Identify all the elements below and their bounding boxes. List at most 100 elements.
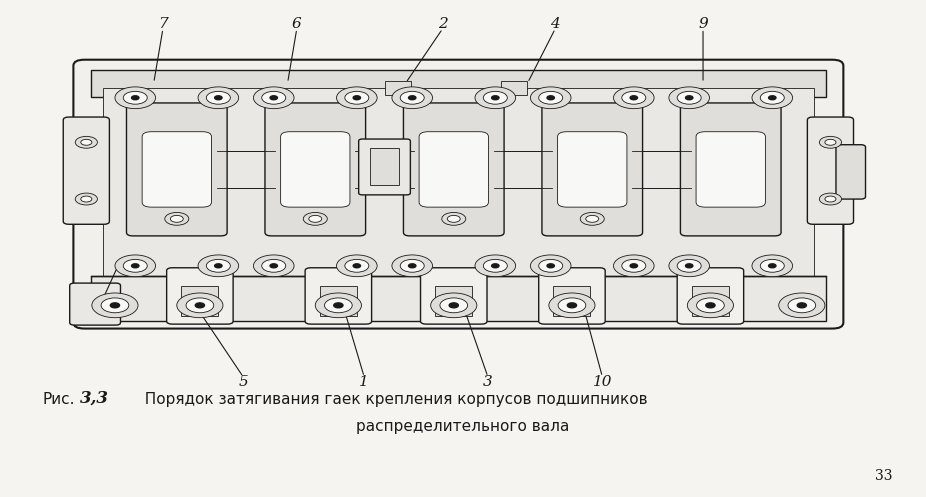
Circle shape xyxy=(123,91,147,104)
FancyBboxPatch shape xyxy=(807,117,854,224)
FancyBboxPatch shape xyxy=(677,268,744,324)
Circle shape xyxy=(333,303,343,308)
Circle shape xyxy=(195,303,205,308)
Circle shape xyxy=(75,136,97,148)
Circle shape xyxy=(549,293,595,318)
Circle shape xyxy=(630,264,637,268)
FancyBboxPatch shape xyxy=(681,103,781,236)
Circle shape xyxy=(431,293,477,318)
Bar xyxy=(692,286,729,316)
Circle shape xyxy=(353,264,360,268)
Circle shape xyxy=(315,293,361,318)
Circle shape xyxy=(825,196,836,202)
FancyBboxPatch shape xyxy=(358,139,410,195)
FancyBboxPatch shape xyxy=(419,132,488,207)
Circle shape xyxy=(779,293,825,318)
Bar xyxy=(181,286,219,316)
Bar xyxy=(494,151,552,188)
Text: 5: 5 xyxy=(238,375,248,389)
FancyBboxPatch shape xyxy=(167,268,233,324)
Circle shape xyxy=(820,136,842,148)
Circle shape xyxy=(170,215,183,222)
Circle shape xyxy=(614,87,654,109)
Text: 9: 9 xyxy=(698,16,707,31)
Circle shape xyxy=(820,193,842,205)
Circle shape xyxy=(492,96,499,100)
Text: 33: 33 xyxy=(875,469,893,483)
Circle shape xyxy=(706,303,715,308)
Circle shape xyxy=(539,259,563,272)
FancyBboxPatch shape xyxy=(142,132,211,207)
Bar xyxy=(369,149,399,185)
Circle shape xyxy=(400,259,424,272)
Bar xyxy=(554,286,591,316)
Circle shape xyxy=(92,293,138,318)
Circle shape xyxy=(215,96,222,100)
FancyBboxPatch shape xyxy=(557,132,627,207)
Text: распределительного вала: распределительного вала xyxy=(357,419,569,434)
Circle shape xyxy=(788,298,816,313)
Circle shape xyxy=(752,255,793,277)
Circle shape xyxy=(614,255,654,277)
Circle shape xyxy=(475,87,516,109)
Bar xyxy=(91,276,826,321)
Bar xyxy=(632,151,691,188)
Text: 8: 8 xyxy=(96,301,106,315)
Bar xyxy=(356,151,414,188)
Circle shape xyxy=(483,91,507,104)
Circle shape xyxy=(677,259,701,272)
FancyBboxPatch shape xyxy=(420,268,487,324)
Bar xyxy=(385,81,411,95)
Circle shape xyxy=(75,193,97,205)
Circle shape xyxy=(400,91,424,104)
Text: 6: 6 xyxy=(292,16,302,31)
Circle shape xyxy=(254,255,294,277)
Circle shape xyxy=(677,91,701,104)
Circle shape xyxy=(581,212,605,225)
Circle shape xyxy=(442,212,466,225)
Circle shape xyxy=(492,264,499,268)
FancyBboxPatch shape xyxy=(836,145,866,199)
FancyBboxPatch shape xyxy=(539,268,606,324)
Circle shape xyxy=(440,298,468,313)
FancyBboxPatch shape xyxy=(696,132,766,207)
Circle shape xyxy=(687,293,733,318)
Circle shape xyxy=(825,139,836,145)
Text: 3,3: 3,3 xyxy=(80,390,109,407)
Circle shape xyxy=(198,255,239,277)
Circle shape xyxy=(186,298,214,313)
Text: 1: 1 xyxy=(359,375,369,389)
Circle shape xyxy=(408,264,416,268)
Circle shape xyxy=(547,264,555,268)
Text: Порядок затягивания гаек крепления корпусов подшипников: Порядок затягивания гаек крепления корпу… xyxy=(135,392,648,407)
Circle shape xyxy=(685,96,693,100)
Circle shape xyxy=(123,259,147,272)
Circle shape xyxy=(81,139,92,145)
FancyBboxPatch shape xyxy=(127,103,227,236)
Circle shape xyxy=(353,96,360,100)
Circle shape xyxy=(270,96,278,100)
Circle shape xyxy=(685,264,693,268)
FancyBboxPatch shape xyxy=(69,283,120,325)
FancyBboxPatch shape xyxy=(542,103,643,236)
Circle shape xyxy=(262,259,286,272)
Circle shape xyxy=(586,215,599,222)
Circle shape xyxy=(262,91,286,104)
Circle shape xyxy=(304,212,327,225)
Circle shape xyxy=(621,259,645,272)
Circle shape xyxy=(483,259,507,272)
Circle shape xyxy=(769,264,776,268)
Circle shape xyxy=(760,259,784,272)
Circle shape xyxy=(336,87,377,109)
FancyBboxPatch shape xyxy=(265,103,366,236)
Circle shape xyxy=(447,215,460,222)
Circle shape xyxy=(531,87,571,109)
Circle shape xyxy=(531,255,571,277)
Circle shape xyxy=(131,96,139,100)
Circle shape xyxy=(760,91,784,104)
Circle shape xyxy=(131,264,139,268)
Bar xyxy=(103,88,814,283)
Circle shape xyxy=(547,96,555,100)
Circle shape xyxy=(344,259,369,272)
Circle shape xyxy=(101,298,129,313)
